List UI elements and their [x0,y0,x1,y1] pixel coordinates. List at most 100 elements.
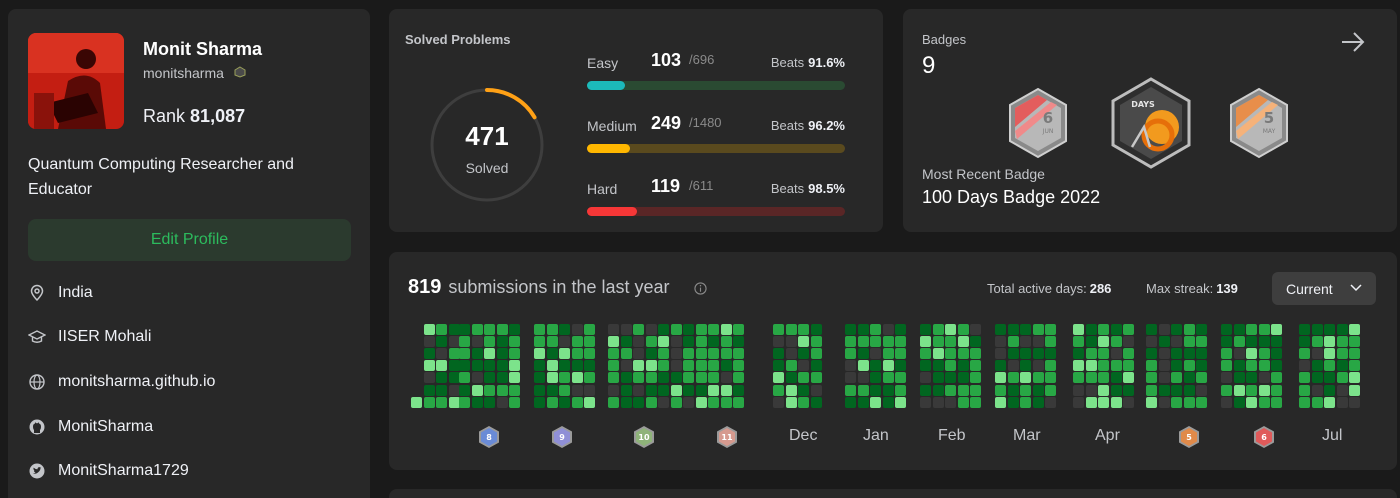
calendar-day-cell[interactable] [620,396,632,408]
calendar-day-cell[interactable] [1336,372,1348,384]
calendar-day-cell[interactable] [995,384,1006,396]
calendar-day-cell[interactable] [608,336,619,348]
calendar-day-cell[interactable] [1299,348,1310,360]
edit-profile-button[interactable]: Edit Profile [28,219,351,261]
calendar-day-cell[interactable] [1221,396,1232,408]
github-row[interactable]: MonitSharma [28,418,153,436]
calendar-day-cell[interactable] [857,324,869,335]
calendar-day-cell[interactable] [920,396,931,408]
calendar-day-cell[interactable] [733,372,745,384]
calendar-day-cell[interactable] [496,372,508,384]
calendar-day-cell[interactable] [448,384,460,396]
calendar-day-cell[interactable] [1123,360,1135,372]
calendar-day-cell[interactable] [773,360,784,372]
calendar-day-cell[interactable] [845,384,856,396]
calendar-day-cell[interactable] [496,324,508,335]
calendar-day-cell[interactable] [1085,360,1097,372]
calendar-day-cell[interactable] [658,324,670,335]
calendar-day-cell[interactable] [920,360,931,372]
calendar-day-cell[interactable] [733,384,745,396]
calendar-day-cell[interactable] [1045,384,1057,396]
calendar-day-cell[interactable] [534,348,545,360]
calendar-day-cell[interactable] [1146,360,1157,372]
calendar-day-cell[interactable] [1032,384,1044,396]
calendar-day-cell[interactable] [1158,324,1170,335]
calendar-day-cell[interactable] [1146,396,1157,408]
calendar-day-cell[interactable] [995,396,1006,408]
calendar-day-cell[interactable] [571,324,583,335]
calendar-day-cell[interactable] [1233,372,1245,384]
calendar-day-cell[interactable] [1196,336,1208,348]
calendar-day-cell[interactable] [1110,360,1122,372]
calendar-day-cell[interactable] [708,384,720,396]
calendar-day-cell[interactable] [1271,396,1283,408]
calendar-day-cell[interactable] [658,348,670,360]
calendar-day-cell[interactable] [1171,324,1183,335]
calendar-day-cell[interactable] [423,384,435,396]
calendar-day-cell[interactable] [932,360,944,372]
calendar-day-cell[interactable] [920,324,931,335]
calendar-day-cell[interactable] [584,348,596,360]
calendar-day-cell[interactable] [1271,384,1283,396]
calendar-day-cell[interactable] [423,372,435,384]
calendar-day-cell[interactable] [608,384,619,396]
calendar-day-cell[interactable] [546,372,558,384]
calendar-day-cell[interactable] [471,336,483,348]
calendar-day-cell[interactable] [773,384,784,396]
calendar-day-cell[interactable] [1349,324,1361,335]
calendar-day-cell[interactable] [1349,384,1361,396]
calendar-day-cell[interactable] [448,360,460,372]
calendar-day-cell[interactable] [1158,360,1170,372]
calendar-day-cell[interactable] [534,396,545,408]
calendar-day-cell[interactable] [1258,324,1270,335]
calendar-day-cell[interactable] [1045,348,1057,360]
calendar-day-cell[interactable] [1020,396,1032,408]
calendar-day-cell[interactable] [683,396,694,408]
calendar-day-cell[interactable] [695,372,707,384]
calendar-day-cell[interactable] [658,360,670,372]
calendar-day-cell[interactable] [932,372,944,384]
calendar-day-cell[interactable] [1171,360,1183,372]
calendar-day-cell[interactable] [895,372,907,384]
calendar-day-cell[interactable] [1336,348,1348,360]
calendar-day-cell[interactable] [509,360,521,372]
calendar-day-cell[interactable] [1196,324,1208,335]
calendar-day-cell[interactable] [932,336,944,348]
calendar-day-cell[interactable] [785,348,797,360]
calendar-day-cell[interactable] [608,396,619,408]
calendar-day-cell[interactable] [645,396,657,408]
calendar-day-cell[interactable] [633,348,645,360]
calendar-day-cell[interactable] [1158,396,1170,408]
calendar-day-cell[interactable] [1311,396,1323,408]
calendar-day-cell[interactable] [471,360,483,372]
calendar-day-cell[interactable] [1032,348,1044,360]
calendar-day-cell[interactable] [957,336,969,348]
calendar-day-cell[interactable] [1032,324,1044,335]
calendar-day-cell[interactable] [471,384,483,396]
calendar-day-cell[interactable] [1098,360,1110,372]
calendar-day-cell[interactable] [1073,336,1084,348]
calendar-day-cell[interactable] [1271,348,1283,360]
calendar-day-cell[interactable] [995,324,1006,335]
calendar-day-cell[interactable] [895,396,907,408]
calendar-day-cell[interactable] [1110,348,1122,360]
calendar-day-cell[interactable] [1324,348,1336,360]
calendar-day-cell[interactable] [1085,348,1097,360]
calendar-day-cell[interactable] [708,360,720,372]
calendar-day-cell[interactable] [1098,372,1110,384]
calendar-day-cell[interactable] [1336,324,1348,335]
calendar-day-cell[interactable] [785,336,797,348]
calendar-day-cell[interactable] [571,384,583,396]
calendar-day-cell[interactable] [1032,360,1044,372]
calendar-day-cell[interactable] [695,360,707,372]
calendar-day-cell[interactable] [671,324,682,335]
calendar-day-cell[interactable] [882,324,894,335]
calendar-day-cell[interactable] [1171,384,1183,396]
calendar-day-cell[interactable] [945,336,957,348]
calendar-day-cell[interactable] [1123,324,1135,335]
100-days-badge-icon[interactable]: DAYS [1110,77,1192,169]
calendar-day-cell[interactable] [720,360,732,372]
calendar-day-cell[interactable] [1271,372,1283,384]
calendar-day-cell[interactable] [1311,324,1323,335]
calendar-day-cell[interactable] [1233,348,1245,360]
